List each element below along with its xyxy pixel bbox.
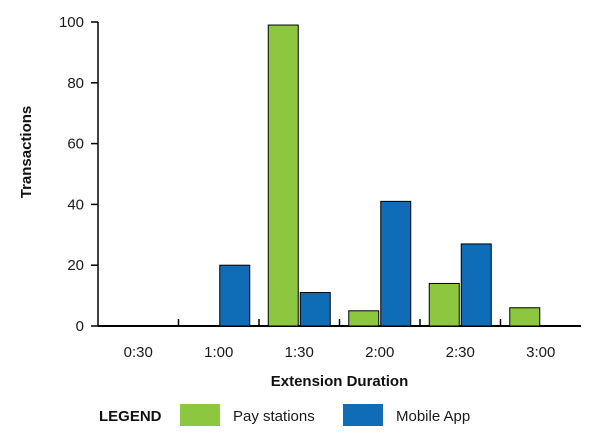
y-axis-title: Transactions <box>18 106 35 199</box>
x-tick-label: 0:30 <box>124 344 153 361</box>
bars <box>219 24 541 327</box>
y-tick-label: 0 <box>76 318 84 335</box>
legend-swatch-mobile-app <box>343 404 383 426</box>
y-tick-label: 40 <box>67 196 84 213</box>
bar-pay-stations-1:30 <box>267 24 299 327</box>
x-tick-label: 1:30 <box>285 344 314 361</box>
bar-mobile-app-1:30 <box>299 292 331 327</box>
x-axis-ticks: 0:30 1:00 1:30 2:00 2:30 3:00 <box>124 319 555 361</box>
bar-mobile-app-2:30 <box>460 243 492 327</box>
x-tick-label: 2:00 <box>365 344 394 361</box>
bar-pay-stations-2:30 <box>428 282 460 327</box>
y-axis-ticks: 0 20 40 60 80 100 <box>59 14 98 335</box>
axes <box>97 22 581 327</box>
legend-label-pay-stations: Pay stations <box>233 408 315 425</box>
legend: LEGEND Pay stations Mobile App <box>99 404 470 426</box>
x-tick-label: 3:00 <box>526 344 555 361</box>
legend-title: LEGEND <box>99 408 162 425</box>
legend-label-mobile-app: Mobile App <box>396 408 470 425</box>
y-tick-label: 80 <box>67 75 84 92</box>
bar-pay-stations-2:00 <box>348 310 380 327</box>
bar-mobile-app-2:00 <box>380 200 412 327</box>
bar-pay-stations-3:00 <box>509 307 541 327</box>
legend-swatch-pay-stations <box>180 404 220 426</box>
bar-mobile-app-1:00 <box>219 264 251 327</box>
x-tick-label: 2:30 <box>446 344 475 361</box>
x-axis-title: Extension Duration <box>271 373 409 390</box>
y-tick-label: 100 <box>59 14 84 31</box>
x-tick-label: 1:00 <box>204 344 233 361</box>
y-tick-label: 60 <box>67 136 84 153</box>
y-tick-label: 20 <box>67 257 84 274</box>
